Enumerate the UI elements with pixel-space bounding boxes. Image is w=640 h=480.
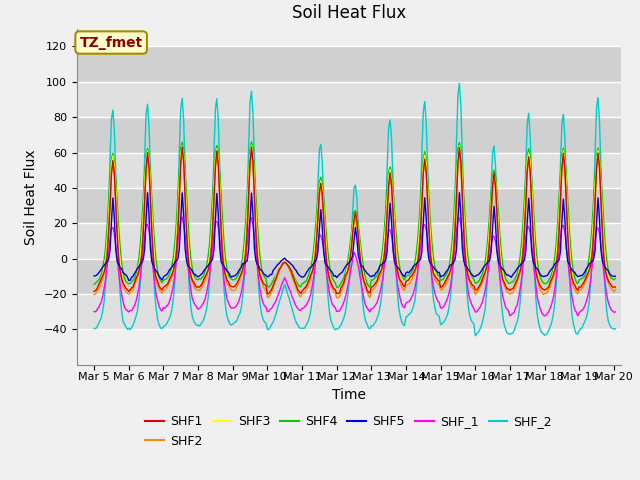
Line: SHF2: SHF2	[94, 151, 615, 298]
SHF5	[362, 268, 369, 274]
Line: SHF_2: SHF_2	[94, 84, 615, 336]
SHF_1	[545, 309, 553, 314]
SHF4	[611, 276, 619, 281]
SHF3	[248, 142, 255, 148]
SHF3	[545, 283, 553, 289]
SHF4	[272, 273, 280, 278]
SHF2	[90, 292, 98, 298]
Line: SHF1: SHF1	[94, 147, 615, 294]
SHF3	[479, 276, 486, 282]
SHF5	[479, 266, 486, 272]
SHF_1	[541, 313, 548, 319]
SHF2	[271, 281, 278, 287]
SHF5	[545, 270, 553, 276]
Bar	[77, 117, 621, 153]
SHF5	[272, 264, 280, 270]
SHF5	[125, 277, 132, 283]
Bar	[77, 223, 621, 259]
SHF_1	[611, 309, 619, 315]
SHF_1	[362, 302, 369, 308]
SHF1	[90, 288, 98, 294]
Title: Soil Heat Flux: Soil Heat Flux	[292, 4, 406, 22]
SHF_1	[272, 298, 280, 303]
SHF2	[468, 285, 476, 291]
Legend: SHF1, SHF2, SHF3, SHF4, SHF5, SHF_1, SHF_2: SHF1, SHF2, SHF3, SHF4, SHF5, SHF_1, SHF…	[140, 410, 557, 453]
SHF5	[481, 262, 489, 268]
SHF4	[468, 275, 476, 280]
Line: SHF3: SHF3	[94, 145, 615, 294]
SHF3	[468, 282, 476, 288]
SHF1	[545, 284, 553, 289]
SHF4	[545, 277, 553, 283]
SHF_1	[467, 300, 475, 305]
SHF_2	[467, 317, 475, 323]
SHF3	[90, 287, 98, 292]
SHF3	[611, 283, 619, 289]
Line: SHF5: SHF5	[94, 193, 615, 280]
SHF1	[179, 144, 186, 150]
Bar	[77, 259, 621, 294]
SHF1	[264, 291, 271, 297]
Bar	[77, 294, 621, 329]
SHF2	[481, 270, 489, 276]
X-axis label: Time: Time	[332, 388, 366, 402]
SHF2	[545, 286, 553, 292]
SHF1	[363, 287, 371, 293]
SHF_2	[545, 327, 553, 333]
SHF2	[479, 279, 486, 285]
SHF4	[479, 271, 486, 276]
SHF4	[248, 139, 255, 144]
Bar	[77, 82, 621, 117]
SHF1	[468, 282, 476, 288]
SHF_1	[90, 309, 98, 314]
SHF_2	[90, 325, 98, 331]
SHF_2	[481, 304, 489, 310]
SHF_2	[611, 326, 619, 332]
SHF2	[611, 287, 619, 292]
SHF5	[468, 272, 476, 278]
SHF2	[362, 285, 369, 291]
SHF5	[611, 273, 619, 279]
Bar	[77, 153, 621, 188]
Text: TZ_fmet: TZ_fmet	[79, 36, 143, 49]
Y-axis label: Soil Heat Flux: Soil Heat Flux	[24, 149, 38, 245]
SHF_2	[472, 333, 479, 339]
SHF_2	[479, 319, 486, 324]
SHF_2	[360, 311, 368, 316]
SHF5	[90, 273, 98, 279]
SHF2	[333, 295, 340, 300]
SHF4	[481, 258, 489, 264]
Line: SHF4: SHF4	[94, 142, 615, 288]
SHF1	[481, 268, 489, 274]
SHF3	[272, 274, 280, 279]
SHF5	[456, 190, 463, 196]
SHF4	[363, 280, 371, 286]
SHF1	[611, 284, 619, 290]
SHF2	[456, 148, 463, 154]
Bar	[77, 47, 621, 82]
SHF1	[479, 276, 486, 282]
SHF3	[481, 265, 489, 271]
Line: SHF_1: SHF_1	[94, 217, 615, 316]
SHF_1	[477, 302, 485, 308]
SHF_1	[179, 214, 186, 220]
SHF1	[274, 271, 282, 277]
Bar	[77, 188, 621, 223]
SHF_1	[480, 293, 488, 299]
SHF4	[333, 285, 340, 290]
SHF3	[363, 285, 371, 291]
SHF_2	[456, 81, 463, 86]
SHF4	[90, 281, 98, 287]
SHF_2	[271, 315, 278, 321]
SHF3	[333, 291, 340, 297]
